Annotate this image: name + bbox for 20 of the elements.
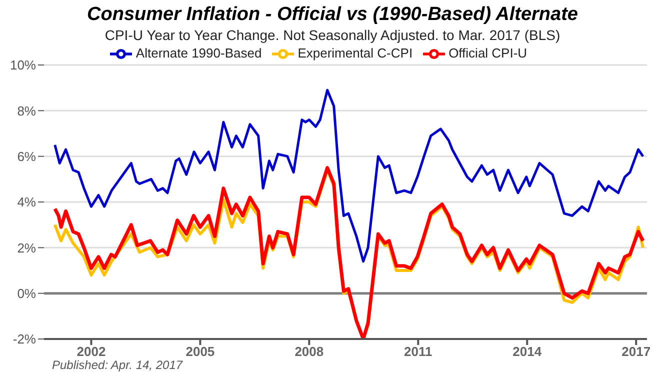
x-tick-label: 2005 bbox=[186, 344, 215, 360]
y-tick-label: 6% bbox=[17, 148, 36, 164]
y-tick-label: 0% bbox=[17, 286, 36, 301]
x-tick-label: 2011 bbox=[404, 344, 432, 360]
chart-subtitle: CPI-U Year to Year Change. Not Seasonally Adjusted. to Mar. 2017 (BLS) bbox=[104, 27, 562, 43]
x-tick-label: 2002 bbox=[76, 344, 106, 360]
x-tick-label: 2014 bbox=[512, 344, 542, 360]
legend-label: Official CPI-U bbox=[448, 45, 528, 60]
legend-label: Experimental C-CPI bbox=[298, 45, 413, 60]
x-tick-label: 2008 bbox=[294, 344, 324, 360]
y-tick-label: 8% bbox=[17, 103, 36, 118]
y-tick-label: -2% bbox=[12, 332, 36, 347]
line-series bbox=[54, 88, 644, 263]
y-tick-label: 10% bbox=[10, 58, 36, 73]
text: Published: Apr. 14, 2017 bbox=[52, 358, 183, 372]
x-tick-label: 2017 bbox=[622, 344, 651, 360]
chart-title: Consumer Inflation - Official vs (1990-Based) Alternate bbox=[86, 4, 579, 26]
legend-label: Alternate 1990-Based bbox=[136, 45, 262, 60]
y-tick-label: 4% bbox=[17, 194, 36, 210]
y-tick-label: 2% bbox=[17, 240, 36, 256]
